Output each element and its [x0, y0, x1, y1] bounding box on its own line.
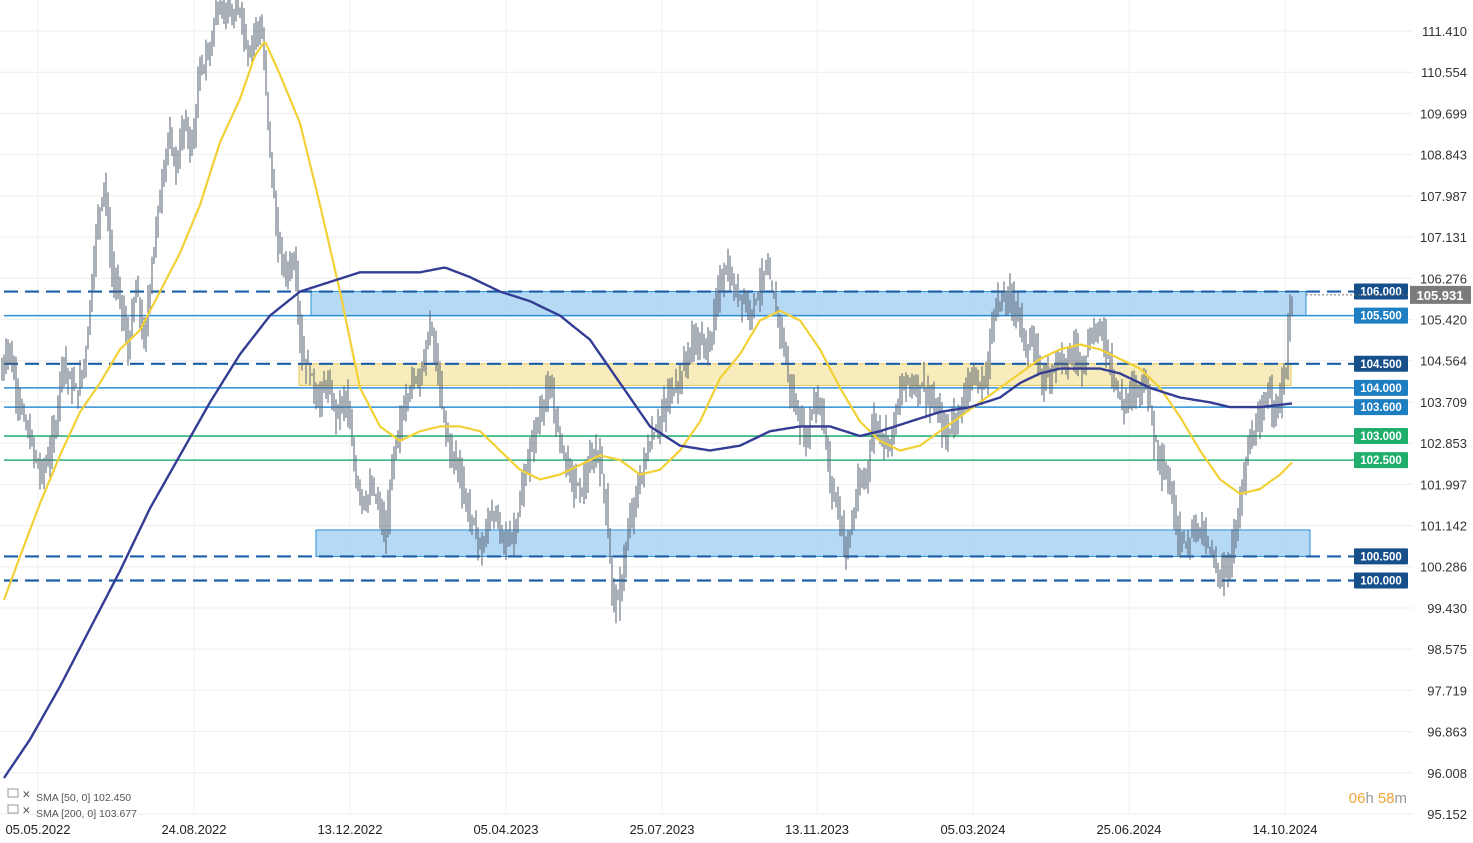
legend: ✕ SMA [50, 0] 102.450 ✕ SMA [200, 0] 103… — [7, 788, 137, 820]
legend-sma200-text: SMA [200, 0] 103.677 — [36, 808, 137, 820]
y-tick-label: 107.131 — [1420, 230, 1467, 245]
timer-h: h — [1365, 790, 1373, 807]
last-price-text: 105.931 — [1417, 288, 1464, 303]
x-tick-label: 13.11.2023 — [785, 822, 849, 837]
legend-list-icon[interactable] — [7, 788, 19, 798]
y-tick-label: 98.575 — [1427, 642, 1467, 657]
level-label-bg — [1354, 355, 1408, 372]
level-label-text: 100.500 — [1360, 551, 1402, 563]
y-axis: 111.410 110.554 109.699 108.843 107.987 107.1… — [1420, 24, 1467, 822]
x-tick-label: 25.07.2023 — [629, 822, 694, 837]
level-label-text: 100.000 — [1360, 576, 1402, 588]
level-label-104.000[interactable]: 104.000 — [1354, 379, 1408, 396]
level-label-text: 103.600 — [1360, 402, 1402, 414]
x-tick-label: 13.12.2022 — [317, 822, 382, 837]
level-label-bg — [1354, 548, 1408, 565]
legend-close-icon[interactable]: ✕ — [22, 805, 31, 817]
level-label-105.500[interactable]: 105.500 — [1354, 307, 1408, 324]
legend-list-icon[interactable] — [7, 804, 19, 814]
x-tick-label: 05.05.2022 — [5, 822, 70, 837]
y-tick-label: 101.142 — [1420, 519, 1467, 534]
level-label-text: 106.000 — [1360, 287, 1402, 299]
level-label-100.500[interactable]: 100.500 — [1354, 548, 1408, 565]
level-label-text: 104.000 — [1360, 383, 1402, 395]
price-series — [1, 0, 1293, 624]
y-tick-label: 99.430 — [1427, 601, 1467, 616]
level-label-bg — [1354, 452, 1408, 469]
x-tick-label: 24.08.2022 — [161, 822, 226, 837]
sma-line-200 — [3, 266, 1293, 779]
y-tick-label: 96.008 — [1427, 766, 1467, 781]
level-label-103.000[interactable]: 103.000 — [1354, 428, 1408, 445]
session-timer: 06h 58m — [1349, 790, 1407, 807]
resistance-zone[interactable] — [310, 291, 1307, 317]
y-tick-label: 110.554 — [1421, 65, 1467, 80]
level-label-106.000[interactable]: 106.000 — [1354, 283, 1408, 300]
y-tick-label: 97.719 — [1427, 683, 1467, 698]
y-tick-label: 95.152 — [1427, 807, 1467, 822]
y-tick-label: 111.410 — [1422, 24, 1467, 39]
y-tick-label: 109.699 — [1420, 106, 1467, 121]
y-tick-label: 104.564 — [1420, 354, 1467, 369]
x-tick-label: 25.06.2024 — [1096, 822, 1161, 837]
timer-m: m — [1395, 790, 1408, 807]
level-label-100.000[interactable]: 100.000 — [1354, 572, 1408, 589]
level-label-text: 103.000 — [1360, 431, 1402, 443]
level-label-104.500[interactable]: 104.500 — [1354, 355, 1408, 372]
level-label-text: 104.500 — [1360, 359, 1402, 371]
last-price-marker: 105.931 — [1306, 285, 1471, 304]
level-label-bg — [1354, 307, 1408, 324]
level-label-102.500[interactable]: 102.500 — [1354, 452, 1408, 469]
level-label-bg — [1354, 283, 1408, 300]
x-tick-label: 05.04.2023 — [473, 822, 538, 837]
level-label-bg — [1354, 428, 1408, 445]
last-price-bg — [1410, 285, 1471, 304]
y-tick-label: 102.853 — [1420, 436, 1467, 451]
level-label-bg — [1354, 379, 1408, 396]
level-label-text: 105.500 — [1360, 311, 1402, 323]
y-tick-label: 103.709 — [1420, 395, 1467, 410]
legend-item-sma200[interactable]: ✕ SMA [200, 0] 103.677 — [7, 804, 137, 820]
timer-hours: 06 — [1349, 790, 1366, 807]
legend-item-sma50[interactable]: ✕ SMA [50, 0] 102.450 — [7, 788, 131, 804]
y-tick-label: 100.286 — [1420, 560, 1467, 575]
x-axis: 05.05.2022 24.08.2022 13.12.2022 05.04.2023… — [5, 822, 1317, 837]
level-labels: 106.000 105.500 104.500 104.000 103.600 103.0… — [1354, 283, 1408, 589]
support-zone[interactable] — [315, 529, 1311, 557]
level-label-103.600[interactable]: 103.600 — [1354, 399, 1408, 416]
sma-series — [2, 41, 1293, 779]
level-label-bg — [1354, 399, 1408, 416]
y-tick-label: 96.863 — [1427, 725, 1467, 740]
y-tick-label: 101.997 — [1420, 477, 1467, 492]
legend-close-icon[interactable]: ✕ — [22, 789, 31, 801]
y-tick-label: 107.987 — [1420, 189, 1467, 204]
timer-minutes: 58 — [1378, 790, 1395, 807]
level-label-bg — [1354, 572, 1408, 589]
y-tick-label: 105.420 — [1420, 312, 1467, 327]
legend-sma50-text: SMA [50, 0] 102.450 — [36, 792, 131, 804]
x-tick-label: 05.03.2024 — [940, 822, 1005, 837]
level-label-text: 102.500 — [1360, 455, 1402, 467]
sma-line-50 — [2, 41, 1293, 601]
y-tick-label: 106.276 — [1420, 271, 1467, 286]
x-tick-label: 14.10.2024 — [1252, 822, 1317, 837]
y-tick-label: 108.843 — [1420, 148, 1467, 163]
